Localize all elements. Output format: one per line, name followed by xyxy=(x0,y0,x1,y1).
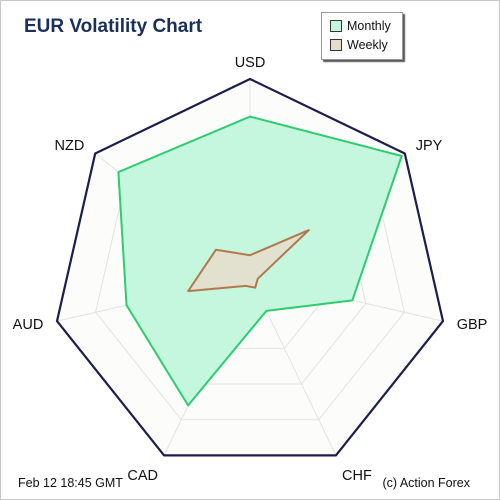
axis-label-gbp: GBP xyxy=(457,317,488,333)
legend-item-weekly: Weekly xyxy=(330,37,388,53)
axis-label-usd: USD xyxy=(235,55,266,71)
legend-label-weekly: Weekly xyxy=(347,38,388,52)
legend: Monthly Weekly xyxy=(321,12,403,60)
axis-label-nzd: NZD xyxy=(54,138,84,154)
axis-label-cad: CAD xyxy=(127,468,158,484)
axis-label-chf: CHF xyxy=(342,468,372,484)
axis-label-aud: AUD xyxy=(13,317,44,333)
legend-swatch-weekly xyxy=(330,39,342,51)
radar-series xyxy=(117,115,403,407)
chart-title: EUR Volatility Chart xyxy=(24,16,203,37)
footer-credit: (c) Action Forex xyxy=(382,476,470,490)
axis-labels: USD JPY GBP CHF CAD AUD NZD xyxy=(13,55,488,484)
legend-label-monthly: Monthly xyxy=(347,19,391,33)
legend-swatch-monthly xyxy=(330,20,342,32)
radar-outline xyxy=(55,77,445,457)
series-weekly xyxy=(187,229,310,293)
axis-label-jpy: JPY xyxy=(416,138,443,154)
legend-item-monthly: Monthly xyxy=(330,18,391,34)
radar-border xyxy=(55,77,445,457)
footer-timestamp: Feb 12 18:45 GMT xyxy=(18,476,123,490)
